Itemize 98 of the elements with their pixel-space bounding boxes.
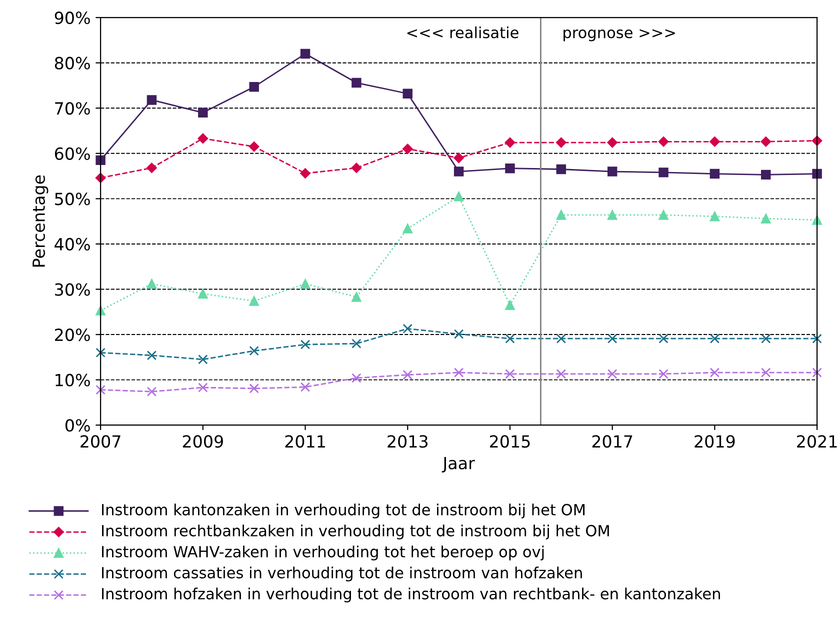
point	[761, 334, 771, 344]
point	[96, 155, 106, 166]
point	[402, 370, 412, 380]
legend-label: Instroom cassaties in verhouding tot de instroom van hofzaken	[102, 566, 582, 582]
point	[146, 386, 157, 396]
x-axis-title: Jaar	[442, 457, 475, 473]
point	[249, 384, 259, 394]
annotation: <<< realisatie	[407, 26, 518, 38]
point	[352, 292, 362, 302]
point	[658, 334, 668, 344]
x-tick-label: 2011	[285, 435, 325, 448]
legend-label: Instroom kantonzaken in verhouding tot de instroom bij het OM	[102, 504, 585, 518]
legend-label: Instroom rechtbankzaken in verhouding tot de instroom bij het OM	[102, 524, 609, 540]
x-tick-label: 2015	[490, 435, 530, 448]
y-tick-label: 0%	[65, 419, 90, 432]
point	[300, 168, 310, 178]
point	[505, 300, 515, 310]
legend-label: Instroom WAHV-zaken in verhouding tot het beroep op ovj	[102, 546, 544, 560]
point	[198, 108, 208, 118]
y-tick-label: 20%	[55, 328, 90, 342]
point	[402, 144, 413, 154]
point	[249, 82, 259, 92]
point	[146, 162, 157, 174]
point	[96, 348, 106, 358]
point	[760, 136, 771, 147]
point	[812, 368, 822, 378]
point	[812, 334, 822, 344]
point	[454, 368, 464, 378]
point	[812, 168, 822, 179]
point	[658, 168, 668, 178]
point	[710, 211, 720, 222]
point	[454, 329, 464, 339]
point	[658, 369, 668, 379]
point	[352, 373, 362, 383]
y-tick-label: 70%	[55, 102, 90, 115]
point	[198, 382, 208, 392]
point	[352, 338, 362, 348]
point	[505, 334, 515, 344]
y-tick-label: 90%	[54, 12, 90, 24]
point	[402, 88, 412, 98]
point	[607, 166, 618, 176]
point	[761, 170, 771, 180]
x-tick-label: 2021	[797, 435, 837, 448]
point	[300, 278, 310, 289]
point	[658, 136, 669, 147]
point	[710, 136, 720, 147]
point	[249, 346, 259, 356]
point	[146, 95, 157, 105]
x-tick-label: 2013	[388, 435, 428, 448]
point	[607, 369, 618, 379]
x-tick-label: 2007	[80, 435, 120, 448]
point	[402, 224, 412, 234]
point	[454, 166, 464, 176]
point	[658, 210, 668, 220]
point	[556, 137, 566, 148]
point	[607, 137, 618, 148]
point	[505, 369, 515, 379]
point	[607, 334, 618, 344]
point	[300, 382, 310, 392]
point	[710, 334, 720, 344]
point	[402, 324, 412, 334]
y-tick-label: 30%	[55, 283, 90, 296]
point	[556, 164, 566, 174]
point	[198, 133, 208, 144]
point	[504, 137, 516, 148]
annotation: prognose >>>	[564, 29, 675, 42]
point	[146, 278, 157, 289]
point	[300, 48, 310, 59]
point	[761, 214, 771, 224]
x-tick-label: 2017	[592, 435, 632, 448]
point	[248, 142, 260, 152]
x-tick-label: 2019	[694, 435, 735, 448]
point	[556, 334, 566, 344]
point	[249, 296, 259, 306]
point	[300, 340, 310, 350]
point	[351, 162, 362, 174]
point	[352, 78, 362, 88]
x-tick-label: 2009	[182, 435, 223, 448]
legend-label: Instroom hofzaken in verhouding tot de instroom van rechtbank- en kantonzaken	[102, 588, 720, 602]
y-tick-label: 60%	[54, 147, 90, 160]
point	[710, 368, 720, 378]
point	[454, 152, 464, 164]
y-axis-title: Percentage	[32, 175, 48, 267]
y-tick-label: 80%	[54, 56, 90, 70]
point	[556, 210, 566, 220]
point	[556, 369, 566, 379]
point	[198, 288, 208, 299]
y-tick-label: 10%	[56, 374, 90, 386]
point	[198, 354, 208, 364]
y-tick-label: 50%	[55, 192, 90, 206]
y-tick-label: 40%	[54, 238, 90, 251]
point	[505, 163, 515, 174]
point	[146, 350, 157, 360]
point	[761, 368, 771, 378]
point	[454, 192, 464, 202]
point	[96, 384, 106, 395]
point	[710, 168, 720, 179]
point	[607, 210, 618, 220]
